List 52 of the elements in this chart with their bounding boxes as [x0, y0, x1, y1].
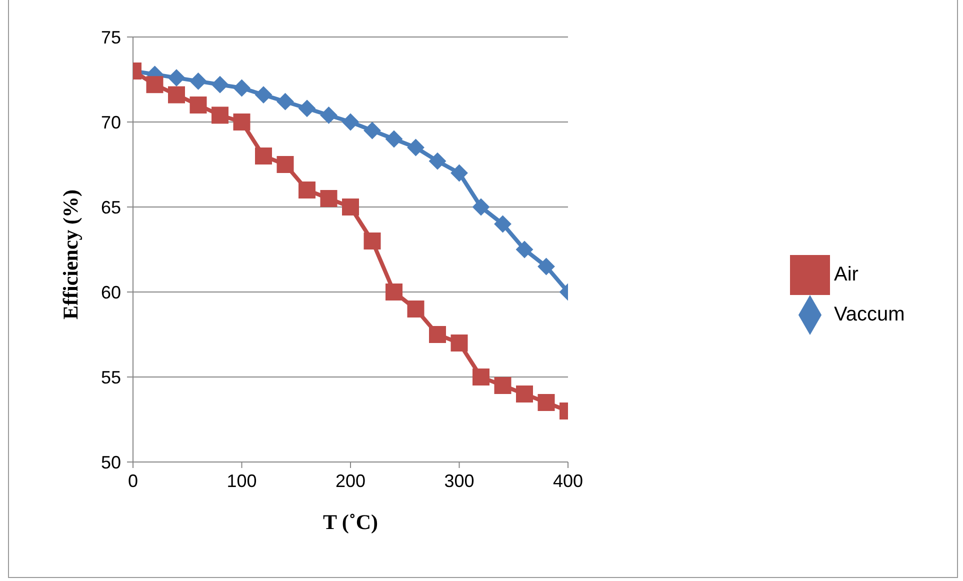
point: [298, 100, 316, 117]
point: [276, 93, 294, 110]
point: [516, 386, 533, 402]
point: [538, 258, 555, 275]
point: [494, 377, 512, 394]
point: [298, 182, 316, 198]
point: [386, 130, 402, 148]
y-axis-title: Efficiency (%): [58, 189, 82, 320]
point: [407, 139, 424, 156]
point: [168, 69, 185, 86]
point: [494, 216, 512, 232]
point: [233, 114, 250, 130]
point: [538, 394, 555, 411]
x-tick-label: 100: [226, 470, 257, 491]
y-tick-label: 55: [100, 367, 121, 388]
x-tick-label: 300: [444, 470, 474, 491]
point: [212, 76, 228, 94]
x-tick-label: 400: [552, 470, 584, 491]
point: [320, 106, 338, 124]
point: [342, 198, 359, 216]
point: [516, 241, 533, 258]
point: [255, 148, 272, 164]
point: [233, 80, 250, 96]
y-tick-label: 60: [100, 282, 121, 302]
point: [168, 86, 185, 104]
point: [429, 152, 446, 170]
legend-label: Vaccum: [834, 303, 905, 326]
point: [364, 232, 381, 250]
point: [342, 114, 359, 130]
point: [429, 326, 446, 343]
point: [276, 156, 294, 173]
legend-label: Air: [834, 263, 858, 286]
point: [190, 72, 207, 90]
point: [255, 86, 272, 104]
point: [364, 122, 381, 139]
x-axis-title: T (˚C): [322, 510, 378, 534]
y-tick-label: 75: [100, 27, 121, 48]
y-tick-label: 65: [100, 197, 121, 218]
y-tick-label: 50: [100, 452, 121, 472]
point: [212, 106, 228, 124]
point: [472, 198, 490, 216]
point: [320, 190, 338, 207]
point: [386, 284, 402, 300]
point: [190, 96, 207, 114]
point: [450, 334, 468, 352]
point: [407, 300, 424, 318]
x-tick-label: 200: [335, 470, 366, 491]
point: [472, 368, 490, 386]
y-tick-label: 70: [100, 112, 121, 132]
point: [450, 164, 468, 182]
point: [146, 76, 164, 94]
x-tick-label: 0: [128, 470, 138, 491]
